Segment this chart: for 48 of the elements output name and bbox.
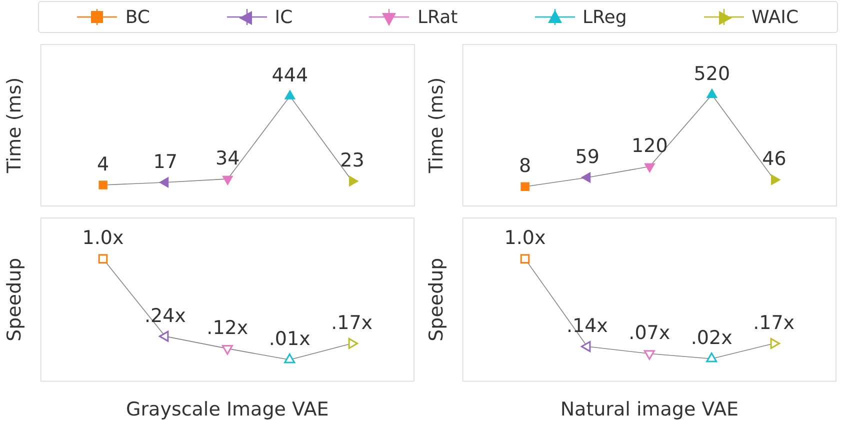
x-axis-title: Natural image VAE (560, 398, 738, 421)
point (520, 254, 530, 264)
point (706, 352, 718, 362)
category-label: LRat (417, 6, 458, 28)
point (222, 176, 233, 185)
data-label: 120 (632, 134, 668, 157)
data-label: 23 (340, 150, 364, 172)
data-label: 34 (216, 147, 240, 170)
point (770, 338, 780, 349)
point (644, 350, 655, 360)
point (706, 88, 718, 98)
data-label: 520 (694, 63, 730, 86)
point (520, 182, 530, 192)
data-label: .02x (690, 327, 732, 350)
data-label: 8 (519, 155, 532, 178)
category-label: BC (125, 6, 150, 28)
point (284, 90, 296, 100)
point (98, 180, 108, 190)
y-axis-title: Speedup (3, 258, 26, 342)
data-label: .07x (628, 322, 670, 344)
data-label: .12x (206, 316, 248, 339)
category-label: WAIC (752, 6, 799, 28)
point (770, 174, 780, 186)
y-axis-title: Speedup (425, 258, 448, 342)
point (284, 354, 296, 364)
point (348, 176, 358, 186)
y-axis-title: Time (ms) (425, 77, 448, 174)
point (580, 341, 591, 352)
data-label: 4 (97, 153, 110, 176)
data-label: .17x (753, 312, 795, 334)
data-label: 1.0x (82, 227, 124, 250)
point (98, 254, 108, 264)
category-label: IC (274, 6, 293, 28)
data-label: .24x (144, 304, 186, 327)
point (348, 338, 358, 349)
data-label: 1.0x (504, 227, 546, 250)
point (581, 172, 591, 183)
category-label: LReg (582, 6, 627, 28)
point (158, 330, 169, 342)
data-label: 46 (762, 148, 786, 170)
data-label: .01x (268, 328, 310, 350)
data-label: 444 (272, 64, 308, 87)
point (159, 177, 169, 188)
y-axis-title: Time (ms) (3, 77, 26, 174)
data-label: .17x (331, 312, 373, 334)
x-axis-title: Grayscale Image VAE (126, 398, 329, 421)
data-label: 17 (153, 150, 178, 173)
data-label: 59 (575, 146, 600, 168)
